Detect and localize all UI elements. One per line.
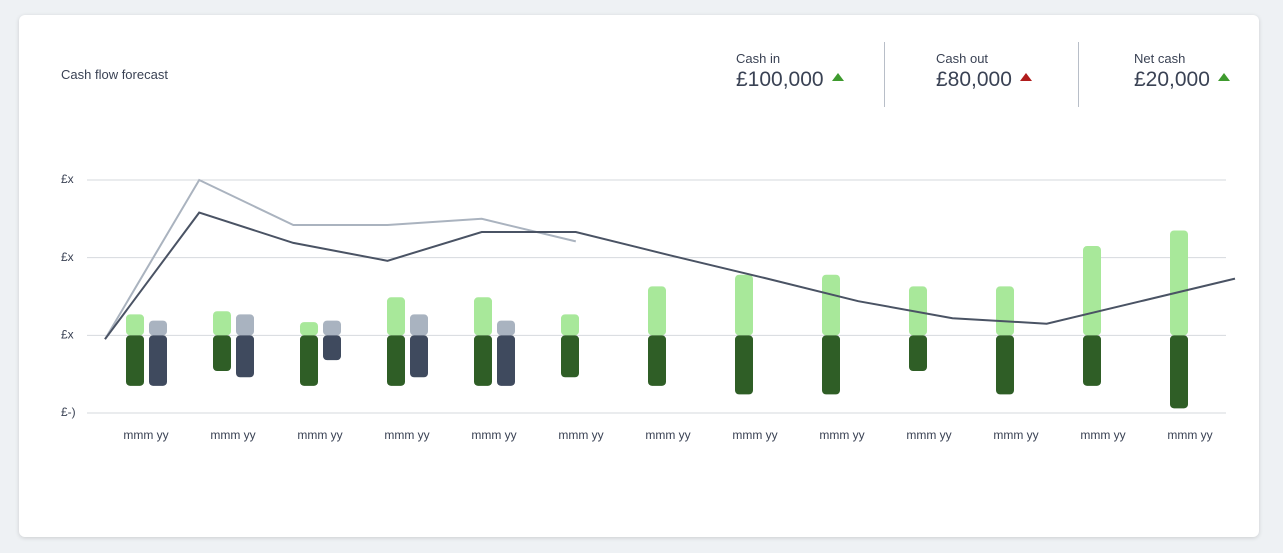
bar bbox=[410, 314, 428, 336]
line bbox=[104, 211, 1236, 340]
kpi: Cash out £80,000 bbox=[936, 51, 1032, 92]
bar bbox=[300, 322, 318, 336]
bar bbox=[822, 274, 840, 336]
kpi-value-row: £80,000 bbox=[936, 68, 1032, 92]
kpi-value: £80,000 bbox=[936, 68, 1012, 91]
bar bbox=[648, 335, 666, 386]
bar bbox=[387, 297, 405, 336]
x-tick-label: mmm yy bbox=[384, 428, 429, 442]
y-tick-label: £x bbox=[61, 328, 74, 342]
bar bbox=[213, 311, 231, 336]
x-tick-label: mmm yy bbox=[645, 428, 690, 442]
card: Cash flow forecast Cash in £100,000 Cash o… bbox=[19, 15, 1259, 537]
bar bbox=[213, 335, 231, 372]
bar bbox=[1170, 230, 1188, 336]
x-tick-label: mmm yy bbox=[123, 428, 168, 442]
bar bbox=[1083, 246, 1101, 336]
bar bbox=[236, 314, 254, 336]
y-tick-label: £-) bbox=[61, 405, 76, 419]
chart-title: Cash flow forecast bbox=[61, 67, 168, 82]
bar bbox=[648, 286, 666, 336]
bar bbox=[323, 335, 341, 361]
bar bbox=[735, 335, 753, 395]
trend-icon bbox=[1019, 73, 1032, 81]
bar bbox=[300, 335, 318, 386]
bar bbox=[149, 320, 167, 336]
y-tick-label: £x bbox=[61, 250, 74, 264]
kpi: Net cash £20,000 bbox=[1134, 51, 1230, 92]
bar bbox=[126, 335, 144, 386]
x-tick-label: mmm yy bbox=[1080, 428, 1125, 442]
x-tick-label: mmm yy bbox=[819, 428, 864, 442]
line bbox=[104, 178, 577, 340]
y-tick-label: £x bbox=[61, 172, 74, 186]
bar bbox=[822, 335, 840, 395]
kpi-value-row: £100,000 bbox=[736, 68, 844, 92]
kpi-value: £100,000 bbox=[736, 68, 824, 91]
trend-icon bbox=[831, 73, 844, 81]
bar bbox=[909, 335, 927, 372]
x-tick-label: mmm yy bbox=[732, 428, 777, 442]
bar bbox=[561, 314, 579, 336]
kpi-label: Cash out bbox=[936, 51, 989, 66]
trend-icon bbox=[1217, 73, 1230, 81]
bar bbox=[126, 314, 144, 336]
bar bbox=[735, 274, 753, 336]
bar bbox=[236, 335, 254, 378]
bar bbox=[410, 335, 428, 378]
divider bbox=[884, 42, 885, 107]
kpi-value: £20,000 bbox=[1134, 68, 1210, 91]
bar bbox=[1083, 335, 1101, 386]
x-tick-label: mmm yy bbox=[210, 428, 255, 442]
bar bbox=[909, 286, 927, 336]
x-tick-label: mmm yy bbox=[993, 428, 1038, 442]
kpi-value-row: £20,000 bbox=[1134, 68, 1230, 92]
bar bbox=[387, 335, 405, 386]
divider bbox=[1078, 42, 1079, 107]
bar bbox=[323, 320, 341, 336]
bar bbox=[497, 335, 515, 386]
kpi: Cash in £100,000 bbox=[736, 51, 844, 92]
x-tick-label: mmm yy bbox=[1167, 428, 1212, 442]
bar bbox=[1170, 335, 1188, 409]
bar bbox=[474, 297, 492, 336]
bar bbox=[149, 335, 167, 386]
bar bbox=[996, 335, 1014, 395]
bar bbox=[474, 335, 492, 386]
x-tick-label: mmm yy bbox=[558, 428, 603, 442]
bar bbox=[497, 320, 515, 336]
kpi-label: Cash in bbox=[736, 51, 781, 66]
x-tick-label: mmm yy bbox=[906, 428, 951, 442]
x-tick-label: mmm yy bbox=[471, 428, 516, 442]
x-tick-label: mmm yy bbox=[297, 428, 342, 442]
kpi-label: Net cash bbox=[1134, 51, 1186, 66]
bar bbox=[996, 286, 1014, 336]
bar bbox=[561, 335, 579, 378]
